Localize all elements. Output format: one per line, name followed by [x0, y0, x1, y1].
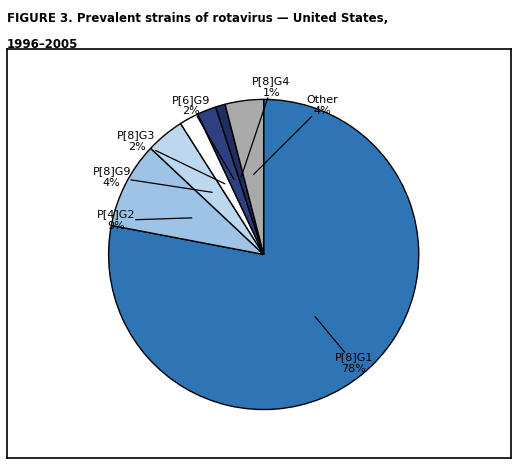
Text: P[8]G9
4%: P[8]G9 4% [93, 166, 212, 192]
Text: P[8]G4
1%: P[8]G4 1% [241, 76, 291, 177]
Text: Other
4%: Other 4% [253, 95, 339, 175]
Wedge shape [180, 114, 264, 255]
Text: P[6]G9
2%: P[6]G9 2% [172, 95, 234, 179]
Text: P[4]G2
9%: P[4]G2 9% [97, 210, 192, 231]
Text: P[8]G1
78%: P[8]G1 78% [315, 317, 373, 374]
Wedge shape [111, 149, 264, 255]
Text: FIGURE 3. Prevalent strains of rotavirus — United States,: FIGURE 3. Prevalent strains of rotavirus… [7, 12, 388, 25]
Text: 1996–2005: 1996–2005 [7, 38, 78, 51]
Wedge shape [197, 107, 264, 255]
Wedge shape [216, 104, 264, 255]
Wedge shape [109, 99, 419, 410]
Text: P[8]G3
2%: P[8]G3 2% [117, 130, 225, 184]
Wedge shape [150, 124, 264, 255]
Wedge shape [225, 99, 264, 255]
